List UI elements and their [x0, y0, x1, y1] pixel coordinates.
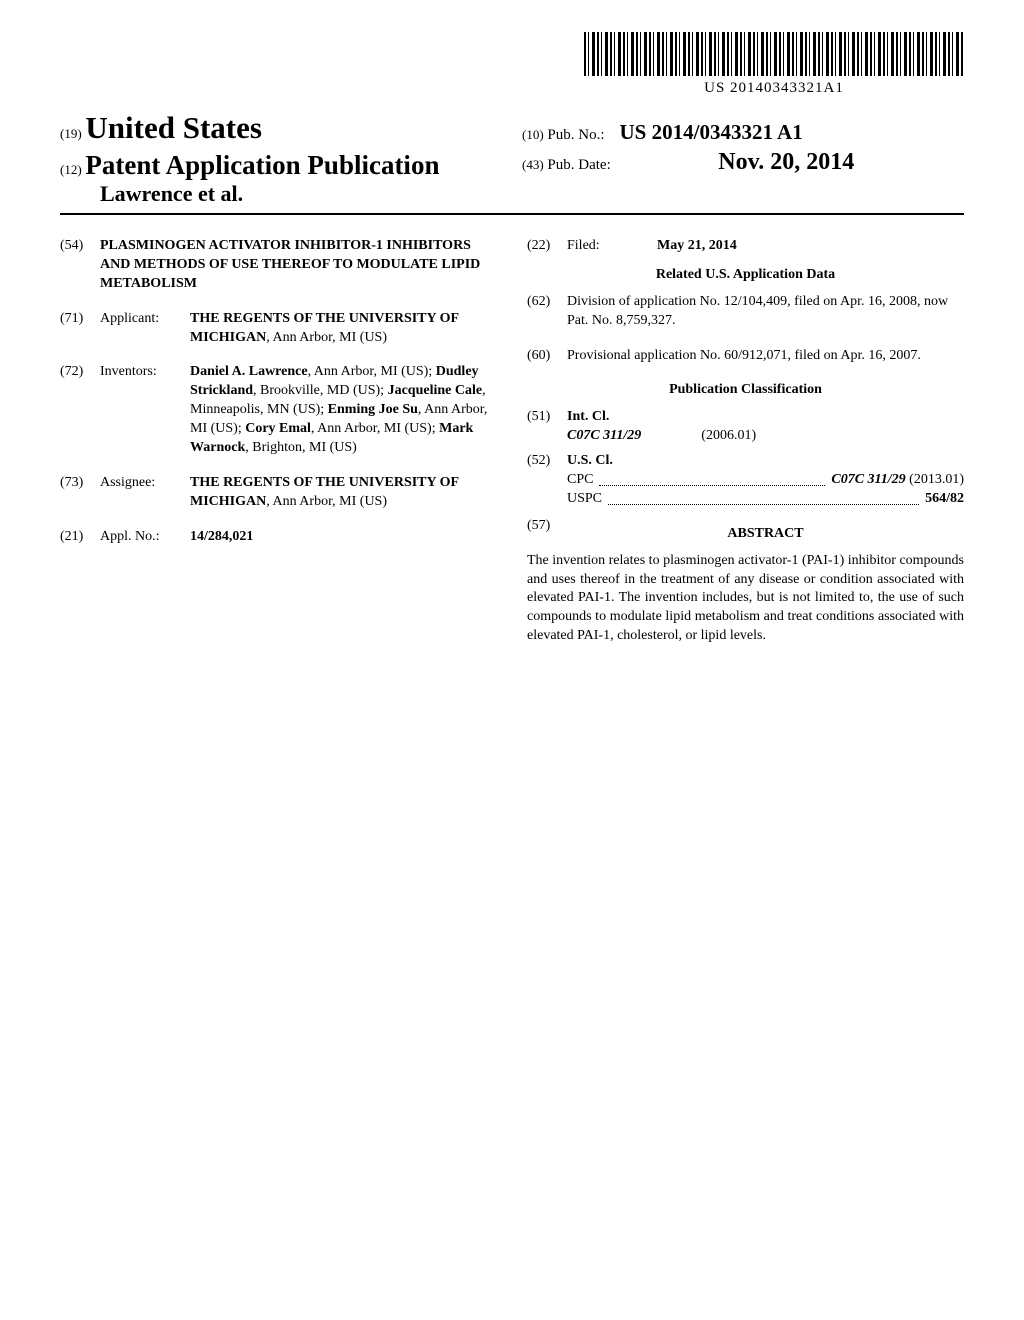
ref-12: (12) — [60, 162, 82, 177]
intcl-class: C07C 311/29 — [567, 427, 641, 446]
ref-19: (19) — [60, 126, 82, 141]
pub-no-label: Pub. No.: — [547, 127, 604, 143]
cpc-value-wrap: C07C 311/29 (2013.01) — [831, 471, 964, 490]
uspc-value: 564/82 — [925, 490, 964, 509]
field-62: (62) Division of application No. 12/104,… — [527, 293, 964, 331]
country-line: (19) United States — [60, 110, 502, 146]
abstract-heading: ABSTRACT — [567, 525, 964, 544]
inventor-5-loc: , Ann Arbor, MI (US); — [311, 421, 439, 436]
authors-line: Lawrence et al. — [60, 181, 502, 207]
pubclass-heading: Publication Classification — [527, 381, 964, 400]
pub-type: Patent Application Publication — [85, 150, 439, 180]
code-51: (51) — [527, 408, 567, 448]
field-21-appl-no: (21) Appl. No.: 14/284,021 — [60, 528, 497, 547]
abstract-text: The invention relates to plasminogen act… — [527, 552, 964, 646]
field-22-filed: (22) Filed: May 21, 2014 — [527, 237, 964, 256]
field-52-uscl: (52) U.S. Cl. CPC C07C 311/29 (2013.01) … — [527, 452, 964, 509]
field-54-title: (54) PLASMINOGEN ACTIVATOR INHIBITOR-1 I… — [60, 237, 497, 294]
uscl-label: U.S. Cl. — [567, 452, 964, 471]
inventor-4-name: Enming Joe Su — [328, 402, 418, 417]
code-62: (62) — [527, 293, 567, 331]
barcode-region: US 20140343321A1 — [584, 32, 964, 97]
code-73: (73) — [60, 474, 100, 512]
f51-content: Int. Cl. C07C 311/29 (2006.01) — [567, 408, 964, 448]
header-left: (19) United States (12) Patent Applicati… — [60, 110, 502, 207]
label-assignee: Assignee: — [100, 474, 190, 512]
uspc-line: USPC 564/82 — [567, 490, 964, 509]
appl-no-value: 14/284,021 — [190, 528, 497, 547]
code-54: (54) — [60, 237, 100, 294]
field-73-assignee: (73) Assignee: THE REGENTS OF THE UNIVER… — [60, 474, 497, 512]
pub-no: US 2014/0343321 A1 — [620, 120, 803, 144]
label-inventors: Inventors: — [100, 363, 190, 457]
intcl-row: C07C 311/29 (2006.01) — [567, 427, 964, 446]
applicant-content: THE REGENTS OF THE UNIVERSITY OF MICHIGA… — [190, 310, 497, 348]
filed-value: May 21, 2014 — [657, 237, 737, 256]
label-applicant: Applicant: — [100, 310, 190, 348]
code-57: (57) — [527, 517, 567, 552]
barcode-text: US 20140343321A1 — [584, 80, 964, 97]
field-60: (60) Provisional application No. 60/912,… — [527, 347, 964, 366]
f62-text: Division of application No. 12/104,409, … — [567, 293, 964, 331]
field-71-applicant: (71) Applicant: THE REGENTS OF THE UNIVE… — [60, 310, 497, 348]
assignee-loc: , Ann Arbor, MI (US) — [266, 494, 387, 509]
cpc-year: (2013.01) — [909, 472, 964, 487]
code-71: (71) — [60, 310, 100, 348]
pub-date-label: Pub. Date: — [547, 157, 610, 173]
pub-date-line: (43) Pub. Date: Nov. 20, 2014 — [522, 149, 964, 176]
pub-type-line: (12) Patent Application Publication — [60, 150, 502, 181]
code-22: (22) — [527, 237, 567, 256]
field-72-inventors: (72) Inventors: Daniel A. Lawrence, Ann … — [60, 363, 497, 457]
cpc-label: CPC — [567, 471, 593, 490]
inventor-1-name: Daniel A. Lawrence — [190, 364, 308, 379]
inventor-3-name: Jacqueline Cale — [388, 383, 483, 398]
inventor-5-name: Cory Emal — [245, 421, 311, 436]
pub-date: Nov. 20, 2014 — [718, 149, 854, 175]
header-right: (10) Pub. No.: US 2014/0343321 A1 (43) P… — [502, 110, 964, 207]
country-name: United States — [85, 110, 262, 145]
header: (19) United States (12) Patent Applicati… — [60, 110, 964, 215]
inventor-2-loc: , Brookville, MD (US); — [253, 383, 388, 398]
inventors-content: Daniel A. Lawrence, Ann Arbor, MI (US); … — [190, 363, 497, 457]
field-51-intcl: (51) Int. Cl. C07C 311/29 (2006.01) — [527, 408, 964, 448]
cpc-dots — [599, 471, 825, 486]
barcode-graphic — [584, 32, 964, 76]
code-21: (21) — [60, 528, 100, 547]
field-57-abstract-head: (57) ABSTRACT — [527, 517, 964, 552]
code-60: (60) — [527, 347, 567, 366]
cpc-line: CPC C07C 311/29 (2013.01) — [567, 471, 964, 490]
inventor-1-loc: , Ann Arbor, MI (US); — [308, 364, 436, 379]
label-appl-no: Appl. No.: — [100, 528, 190, 547]
f60-text: Provisional application No. 60/912,071, … — [567, 347, 964, 366]
inventor-6-loc: , Brighton, MI (US) — [245, 440, 357, 455]
pub-no-line: (10) Pub. No.: US 2014/0343321 A1 — [522, 120, 964, 145]
code-72: (72) — [60, 363, 100, 457]
intcl-year: (2006.01) — [701, 427, 756, 446]
ref-10: (10) — [522, 127, 544, 142]
applicant-loc: , Ann Arbor, MI (US) — [266, 330, 387, 345]
cpc-value: C07C 311/29 — [831, 472, 905, 487]
uspc-dots — [608, 490, 919, 505]
related-heading: Related U.S. Application Data — [527, 266, 964, 285]
appl-no: 14/284,021 — [190, 529, 253, 544]
intcl-label: Int. Cl. — [567, 408, 964, 427]
right-column: (22) Filed: May 21, 2014 Related U.S. Ap… — [527, 237, 964, 646]
uspc-label: USPC — [567, 490, 602, 509]
left-column: (54) PLASMINOGEN ACTIVATOR INHIBITOR-1 I… — [60, 237, 497, 646]
body-columns: (54) PLASMINOGEN ACTIVATOR INHIBITOR-1 I… — [60, 237, 964, 646]
f52-content: U.S. Cl. CPC C07C 311/29 (2013.01) USPC … — [567, 452, 964, 509]
ref-43: (43) — [522, 157, 544, 172]
code-52: (52) — [527, 452, 567, 509]
title-text: PLASMINOGEN ACTIVATOR INHIBITOR-1 INHIBI… — [100, 237, 497, 294]
label-filed: Filed: — [567, 237, 657, 256]
assignee-content: THE REGENTS OF THE UNIVERSITY OF MICHIGA… — [190, 474, 497, 512]
